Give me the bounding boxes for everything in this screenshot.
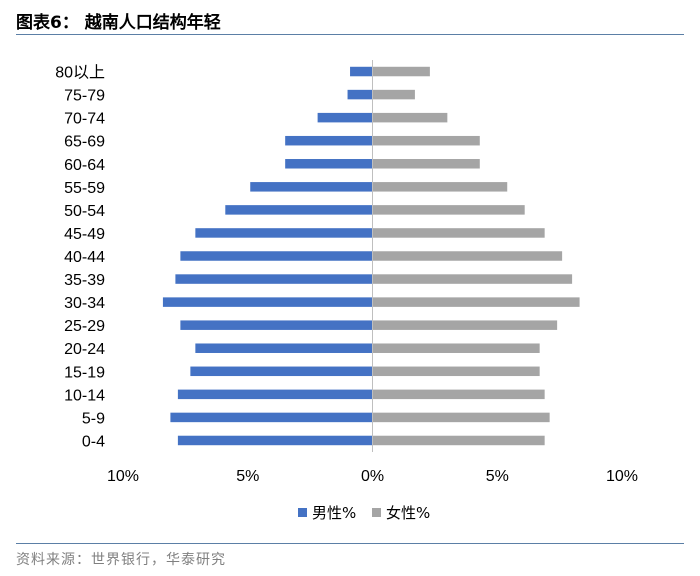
female-bar-20-24: [372, 343, 540, 353]
female-bar-35-39: [372, 274, 573, 284]
male-bar-60-64: [285, 159, 373, 169]
female-bar-50-54: [372, 205, 525, 215]
x-tick-label-4: 10%: [606, 468, 638, 485]
category-label-70-74: 70-74: [64, 111, 105, 128]
female-bar-75-79: [372, 89, 415, 100]
male-bar-80以上: [350, 66, 373, 77]
category-label-30-34: 30-34: [64, 295, 105, 312]
category-label-75-79: 75-79: [64, 88, 105, 105]
female-bar-45-49: [372, 228, 545, 238]
male-bar-20-24: [195, 343, 373, 353]
female-bar-40-44: [372, 251, 563, 261]
female-bar-15-19: [372, 366, 540, 377]
male-bar-5-9: [170, 412, 373, 423]
male-bar-50-54: [225, 205, 373, 215]
title-divider: [16, 34, 684, 35]
female-bar-55-59: [372, 182, 508, 192]
category-label-40-44: 40-44: [64, 249, 105, 266]
male-bar-10-14: [177, 389, 373, 400]
male-bar-25-29: [180, 320, 373, 330]
female-bar-5-9: [372, 412, 550, 423]
male-bar-30-34: [162, 297, 373, 307]
male-bar-45-49: [195, 228, 373, 238]
category-label-45-49: 45-49: [64, 226, 105, 243]
chart-title: 图表6： 越南人口结构年轻: [16, 13, 221, 33]
footer-divider: [16, 543, 684, 544]
male-bar-40-44: [180, 251, 373, 261]
category-label-15-19: 15-19: [64, 364, 105, 381]
legend-label-male: 男性%: [312, 504, 356, 522]
category-label-55-59: 55-59: [64, 180, 105, 197]
male-bar-35-39: [175, 274, 373, 284]
source-note: 资料来源：世界银行，华泰研究: [16, 552, 226, 568]
legend-swatch-female: [372, 508, 381, 517]
x-tick-label-1: 5%: [236, 468, 259, 485]
female-bar-65-69: [372, 135, 480, 146]
category-label-65-69: 65-69: [64, 134, 105, 151]
female-bar-25-29: [372, 320, 558, 330]
female-bar-10-14: [372, 389, 545, 400]
category-label-25-29: 25-29: [64, 318, 105, 335]
female-bar-80以上: [372, 66, 430, 77]
male-bar-75-79: [347, 89, 373, 100]
category-label-50-54: 50-54: [64, 203, 105, 220]
category-label-20-24: 20-24: [64, 341, 105, 358]
category-label-10-14: 10-14: [64, 387, 105, 404]
male-bar-65-69: [285, 135, 373, 146]
female-bar-60-64: [372, 159, 480, 169]
category-label-35-39: 35-39: [64, 272, 105, 289]
category-label-60-64: 60-64: [64, 157, 105, 174]
x-tick-label-0: 10%: [107, 468, 139, 485]
female-bar-30-34: [372, 297, 580, 307]
male-bar-55-59: [250, 182, 373, 192]
male-bar-15-19: [190, 366, 373, 377]
category-label-0-4: 0-4: [82, 433, 105, 450]
female-bar-0-4: [372, 435, 545, 446]
x-tick-label-3: 5%: [486, 468, 509, 485]
male-bar-0-4: [177, 435, 373, 446]
x-tick-label-2: 0%: [361, 468, 384, 485]
legend-swatch-male: [298, 508, 307, 517]
male-bar-70-74: [317, 112, 373, 123]
legend-label-female: 女性%: [386, 504, 430, 522]
category-label-5-9: 5-9: [82, 410, 105, 427]
female-bar-70-74: [372, 112, 448, 123]
population-pyramid-chart: 0-4 5-9 10-14 15-19 20-24 25-29 30-34 35-39 40-4…: [55, 60, 638, 522]
category-label-80以上: 80以上: [55, 64, 105, 82]
